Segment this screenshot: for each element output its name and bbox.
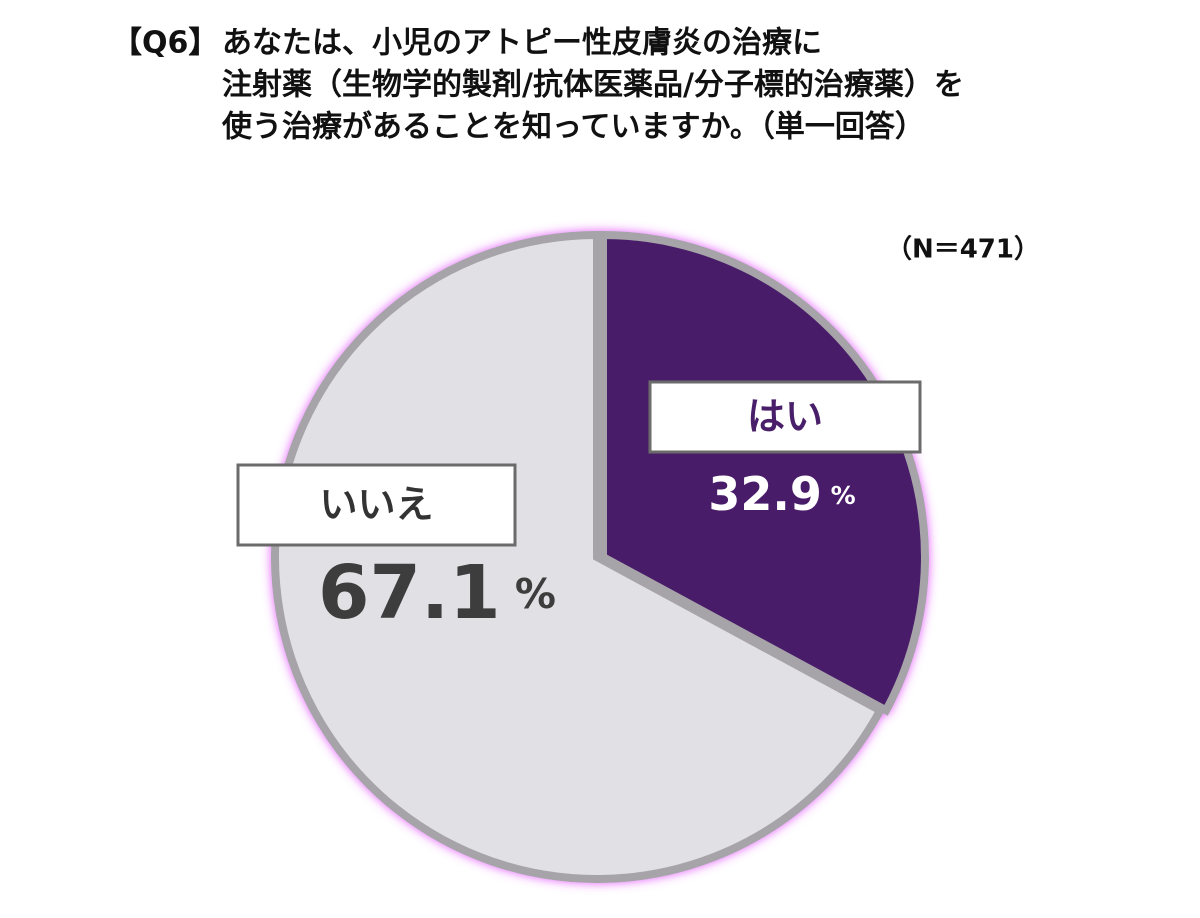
value-label: 32.9 % bbox=[708, 467, 855, 521]
subtitle: （N＝471） bbox=[886, 235, 1040, 265]
title-line: 使う治療があることを知っていますか。（単一回答） bbox=[221, 110, 925, 145]
category-label: いいえ bbox=[319, 483, 433, 527]
title-line: あなたは、小児のアトピー性皮膚炎の治療に bbox=[222, 26, 822, 61]
pie bbox=[271, 230, 929, 883]
label-box bbox=[648, 380, 922, 454]
title-line: 注射薬（生物学的製剤/抗体医薬品/分子標的治療薬）を bbox=[222, 68, 964, 103]
question-label: 【Q6】 bbox=[112, 26, 218, 61]
label-box bbox=[236, 463, 517, 547]
pie-slice bbox=[271, 230, 886, 883]
category-label: はい bbox=[747, 395, 823, 439]
value-label: 67.1 % bbox=[318, 550, 556, 636]
